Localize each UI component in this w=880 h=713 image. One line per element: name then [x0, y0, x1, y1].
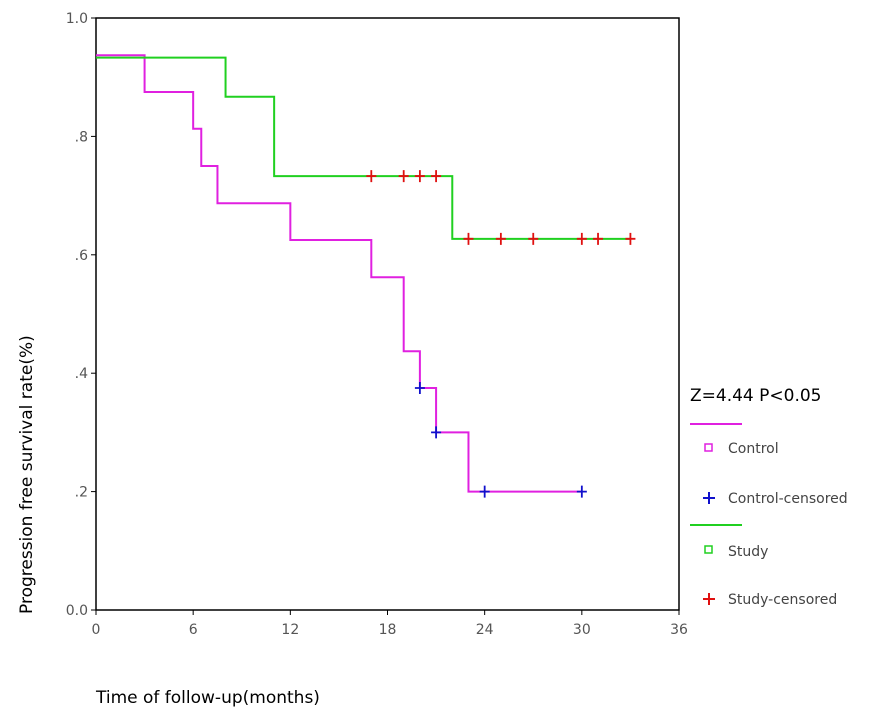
x-tick-label: 0	[92, 622, 101, 638]
study-censor-mark	[593, 232, 604, 245]
x-tick-label: 24	[476, 622, 494, 638]
control-censor-mark	[479, 485, 490, 498]
study-censor-mark	[431, 170, 442, 183]
study-censor-mark	[495, 232, 506, 245]
legend: Control Control-censored Study Study-cen…	[690, 423, 848, 608]
study-censor-mark	[398, 170, 409, 183]
study-censor-mark	[576, 232, 587, 245]
statistic-annotation: Z=4.44 P<0.05	[690, 386, 822, 406]
x-tick-label: 36	[670, 622, 688, 638]
survival-curves	[96, 54, 631, 493]
legend-control-label: Control	[728, 441, 779, 457]
study-censor-mark	[625, 232, 636, 245]
control-censor-mark	[414, 382, 425, 394]
control-censor-mark	[431, 426, 442, 439]
y-tick-label: .4	[75, 366, 88, 382]
y-tick-label: 1.0	[66, 11, 88, 27]
x-axis-title: Time of follow-up(months)	[95, 688, 320, 708]
x-tick-label: 30	[573, 622, 591, 638]
x-tick-label: 6	[189, 622, 198, 638]
legend-study-square-icon	[704, 545, 713, 554]
study-censor-mark	[528, 232, 539, 245]
y-axis-title: Progression free survival rate(%)	[17, 335, 37, 614]
study-censor-mark	[366, 170, 377, 183]
plot-frame	[95, 17, 680, 611]
legend-control-censored-label: Control-censored	[728, 491, 848, 507]
y-tick-label: .6	[75, 248, 88, 264]
y-tick-label: .8	[75, 129, 88, 145]
legend-control-square-icon	[704, 443, 713, 452]
legend-study-label: Study	[728, 544, 768, 560]
control-censor-mark	[576, 485, 587, 498]
study-survival-line	[96, 56, 631, 240]
x-tick-label: 18	[379, 622, 397, 638]
y-tick-label: .2	[75, 485, 88, 501]
x-tick-label: 12	[281, 622, 299, 638]
y-tick-label: 0.0	[66, 603, 88, 619]
legend-control-censored-icon	[703, 492, 715, 504]
axis-ticks: 0 6 12 18 24 30 36 0.0 .2 .4 .6 .8 1.0	[66, 11, 688, 638]
censor-markers	[366, 170, 636, 498]
control-survival-line	[96, 54, 582, 493]
legend-study-censored-icon	[703, 593, 715, 605]
study-censor-mark	[463, 232, 474, 245]
legend-study-censored-label: Study-censored	[728, 592, 837, 608]
study-censor-mark	[414, 170, 425, 183]
